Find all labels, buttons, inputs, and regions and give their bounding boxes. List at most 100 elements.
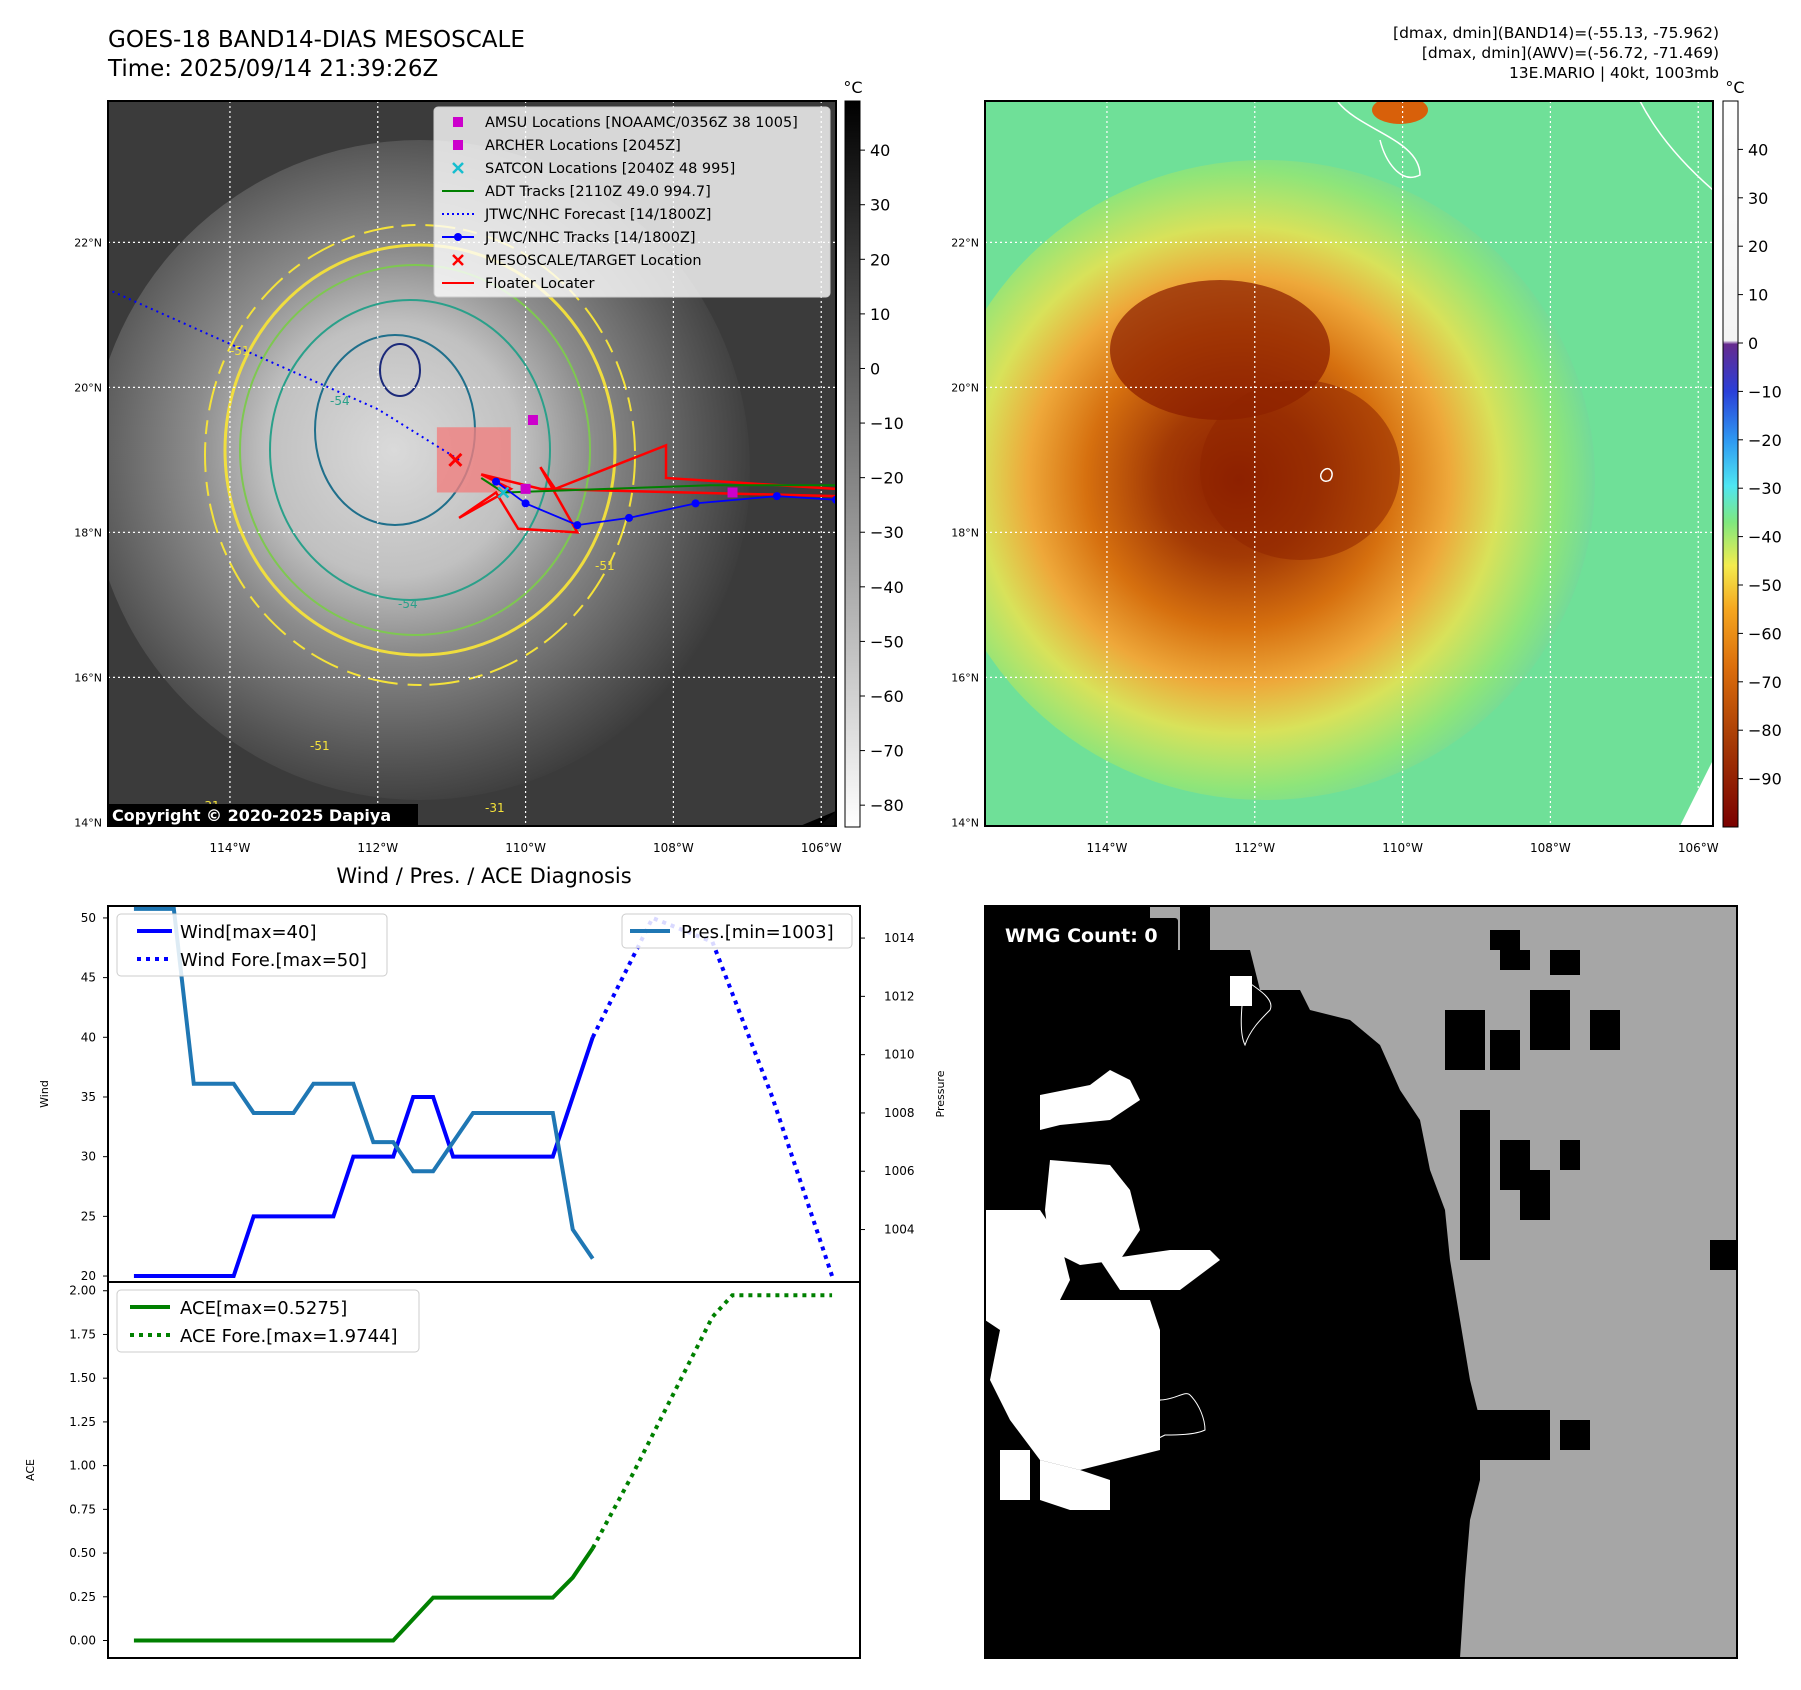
ace-axis-label: ACE [24, 1459, 37, 1481]
wind-pressure-chart: Wind Pressure 50 45 40 35 30 25 20 1014 1012 1010… [38, 905, 947, 1283]
lon-tick-label: 108°W [653, 841, 694, 855]
wmg-frame [984, 905, 1738, 1659]
ir-map-axis-labels: 114°W 112°W 110°W 108°W 106°W 22°N 20°N 18°N 16°… [74, 236, 841, 855]
colorbar-tick-label: 10 [1748, 286, 1768, 305]
colorbar-tick-label: −60 [870, 687, 904, 706]
ace-tick-label: 1.50 [69, 1371, 96, 1385]
colorbar-tick-label: −40 [1748, 528, 1782, 547]
chart-time: Time: 2025/09/14 21:39:26Z [108, 56, 439, 82]
island-socorro [1319, 468, 1333, 483]
pressure-legend-box [621, 913, 853, 949]
ace-chart: ACE 2.00 1.75 1.50 1.25 1.00 0.75 0.50 0.25 0.00… [24, 1281, 861, 1659]
ace-tick-label: 2.00 [69, 1284, 96, 1298]
legend-marker-dot [454, 233, 462, 241]
colorbar-tick-label: 40 [1748, 140, 1768, 159]
wv-map-panel: 114°W 112°W 110°W 108°W 106°W 22°N 20°N 18°N 16°… [951, 100, 1719, 855]
wind-tick-label: 20 [81, 1269, 96, 1283]
colorbar-left: °C 40 30 20 10 0 −10 −20 −30 −40 −50 −60 −70 −80 [843, 78, 904, 828]
colorbar-tick-label: 20 [870, 250, 890, 269]
legend-label: MESOSCALE/TARGET Location [485, 253, 702, 269]
colorbar-right-bar [1722, 100, 1739, 828]
floater-locater-line [458, 443, 836, 534]
lat-tick-label: 20°N [951, 381, 979, 394]
ace-series-line-0 [133, 1547, 595, 1643]
jtwc-track-point [492, 477, 501, 486]
wind-legend-box [116, 913, 388, 977]
series-line-2 [133, 906, 595, 1260]
legend-marker-x [452, 162, 464, 174]
colorbar-tick-label: −50 [870, 632, 904, 651]
colorbar-tick-label: −20 [870, 469, 904, 488]
lat-tick-label: 18°N [951, 526, 979, 539]
ir-map-frame [107, 100, 837, 827]
legend-label: ADT Tracks [2110Z 49.0 994.7] [485, 184, 711, 200]
chart-title: GOES-18 BAND14-DIAS MESOSCALE [108, 27, 525, 53]
wmg-coastline [1240, 979, 1272, 1047]
copyright-box [108, 804, 418, 826]
series-line-0 [133, 1036, 595, 1279]
colorbar-tick-label: −60 [1748, 624, 1782, 643]
legend-label: SATCON Locations [2040Z 48 995] [485, 161, 735, 177]
colorbar-tick-label: −90 [1748, 770, 1782, 789]
colorbar-right-unit: °C [1725, 78, 1744, 97]
wv-map-frame [984, 100, 1714, 827]
wind-tick-label: 50 [81, 911, 96, 925]
ir-storm-cloud [108, 140, 750, 800]
legend-label: Floater Locater [485, 276, 594, 292]
pressure-tick-label: 1012 [884, 989, 915, 1003]
contour-core [379, 343, 421, 397]
contour-label: -51 [230, 344, 250, 358]
lon-tick-label: 106°W [1678, 841, 1719, 855]
colorbar-tick-label: −80 [870, 796, 904, 815]
colorbar-tick-label: −40 [870, 578, 904, 597]
wind-tick-label: 30 [81, 1150, 96, 1164]
ace-tick-label: 0.50 [69, 1546, 96, 1560]
stats-band14: [dmax, dmin](BAND14)=(-55.13, -75.962) [1393, 24, 1719, 42]
archer-marker [520, 483, 531, 494]
contour-label: -31 [485, 801, 505, 815]
colorbar-tick-label: −30 [1748, 479, 1782, 498]
colorbar-tick-label: −80 [1748, 721, 1782, 740]
colorbar-tick-label: −70 [870, 742, 904, 761]
map-legend: AMSU Locations [NOAAMC/0356Z 38 1005] ARC… [433, 106, 831, 298]
ace-tick-label: 0.00 [69, 1634, 96, 1648]
coastline-baja [1337, 101, 1421, 178]
wmg-count-label: WMG Count: 0 [1005, 925, 1158, 947]
wind-tick-label: 35 [81, 1090, 96, 1104]
legend-marker-square [453, 117, 463, 127]
contour-label: -54 [398, 597, 418, 611]
satcon-marker [497, 486, 510, 499]
stats-awv: [dmax, dmin](AWV)=(-56.72, -71.469) [1421, 44, 1719, 62]
lat-tick-label: 14°N [951, 816, 979, 829]
pressure-tick-label: 1010 [884, 1048, 915, 1062]
wmg-label-box [994, 918, 1178, 952]
jtwc-track-point [573, 521, 582, 530]
contour-teal [269, 299, 551, 601]
lon-tick-label: 114°W [210, 841, 251, 855]
wv-map-gridlines [985, 101, 1713, 826]
wmg-white-region [985, 976, 1252, 1510]
legend-label-wind: Wind[max=40] [180, 922, 317, 943]
colorbar-tick-label: 20 [1748, 237, 1768, 256]
wmg-island [1139, 1393, 1206, 1443]
amsu-marker [527, 415, 538, 425]
adt-track-line [480, 477, 836, 494]
lat-tick-label: 22°N [74, 236, 102, 249]
colorbar-tick-label: 30 [1748, 189, 1768, 208]
colorbar-tick-label: −30 [870, 523, 904, 542]
colorbar-tick-label: 30 [870, 196, 890, 215]
target-marker [448, 452, 463, 467]
wind-tick-label: 25 [81, 1209, 96, 1223]
colorbar-tick-label: −50 [1748, 576, 1782, 595]
colorbar-tick-label: 0 [1748, 334, 1758, 353]
pressure-tick-label: 1014 [884, 931, 915, 945]
wind-tick-label: 45 [81, 971, 96, 985]
track-overlays [108, 288, 836, 534]
stats-storm: 13E.MARIO | 40kt, 1003mb [1508, 64, 1719, 82]
legend-label: AMSU Locations [NOAAMC/0356Z 38 1005] [485, 115, 798, 131]
pressure-axis-label: Pressure [934, 1070, 947, 1117]
wv-map-axis-labels: 114°W 112°W 110°W 108°W 106°W 22°N 20°N 18°N 16°… [951, 236, 1718, 855]
ace-tick-label: 0.25 [69, 1590, 96, 1604]
legend-marker-x [452, 254, 464, 266]
